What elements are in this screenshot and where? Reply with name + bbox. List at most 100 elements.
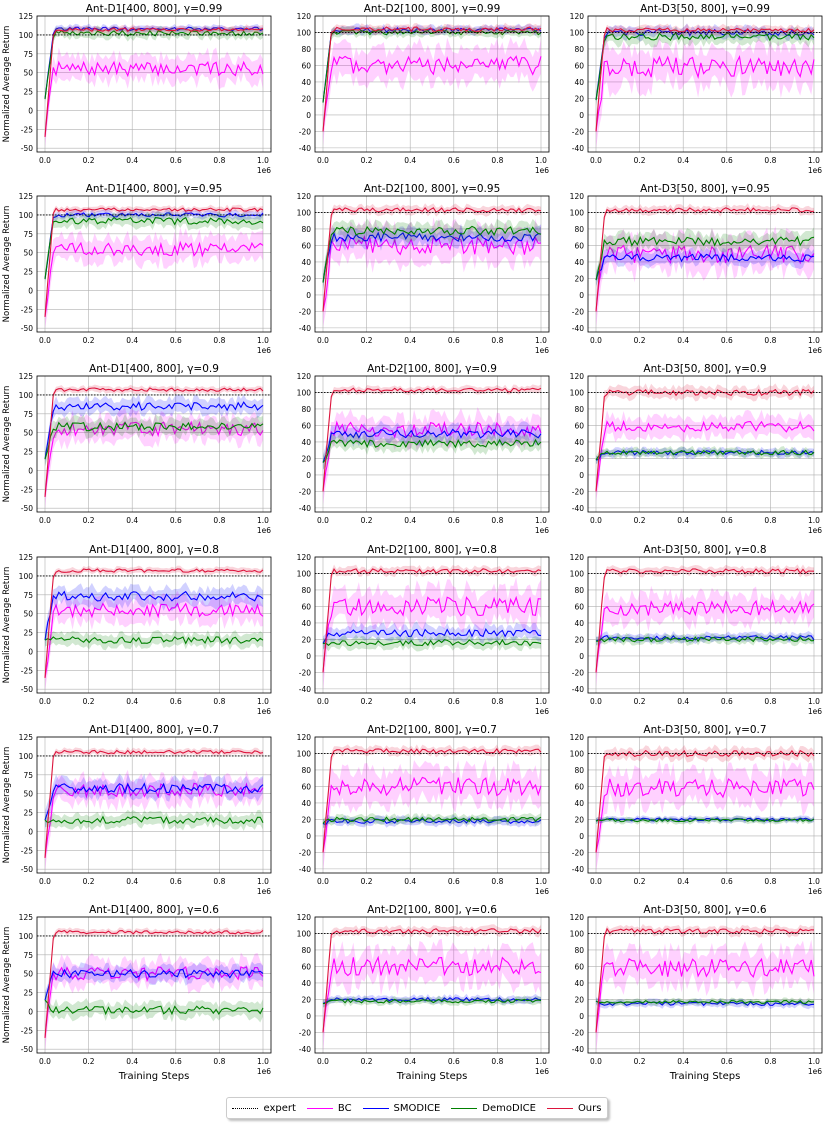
plot-frame [36, 195, 272, 333]
x-tick-label: 0.8 [491, 877, 503, 886]
x-tick-label: 0.4 [677, 1057, 689, 1066]
band-ours [596, 203, 814, 316]
y-tick-label: 20 [301, 94, 311, 103]
plot-frame [314, 736, 550, 874]
y-tick-label: 20 [301, 635, 311, 644]
y-tick-label: 60 [574, 61, 584, 70]
x-tick-label: 0.4 [677, 336, 689, 345]
y-tick-label: 0 [579, 652, 584, 661]
subplot-title: Ant-D3[50, 800], γ=0.6 [643, 904, 766, 916]
y-tick-label: 80 [574, 586, 584, 595]
subplot-6: Ant-D3[50, 800], γ=0.95 -40 -20 0 20 40 60 80 10… [570, 183, 823, 355]
band-bc [596, 34, 814, 149]
x-tick-label: 0.2 [634, 877, 646, 886]
x-tick-label: 0.2 [361, 516, 373, 525]
legend-item-demodice: DemoDICE [451, 1103, 536, 1114]
y-tick-label: -25 [21, 846, 33, 855]
subplot-14: Ant-D2[100, 800], γ=0.7 -40 -20 0 20 40 60 80 10… [297, 724, 550, 896]
line-ours [44, 27, 264, 137]
y-tick-label: 50 [23, 610, 33, 619]
x-tick-label: 0.4 [126, 336, 138, 345]
plot-frame [314, 556, 550, 694]
line-bc [322, 420, 542, 492]
band-smodice [45, 23, 263, 102]
band-smodice [45, 582, 263, 649]
band-smodice [323, 621, 541, 651]
y-tick-label: -50 [21, 1045, 33, 1054]
y-tick-label: 75 [23, 410, 33, 419]
y-tick-label: 60 [574, 241, 584, 250]
subplot-11: Ant-D2[100, 800], γ=0.8 -40 -20 0 20 40 60 80 10… [297, 544, 550, 716]
x-tick-label: 0.2 [361, 336, 373, 345]
y-tick-label: 125 [19, 913, 34, 922]
y-tick-label: -25 [21, 1026, 33, 1035]
line-bc [322, 55, 542, 132]
x-multiplier: 1e6 [535, 707, 549, 716]
x-multiplier: 1e6 [808, 1067, 822, 1076]
band-smodice [45, 394, 263, 467]
y-tick-label: 25 [23, 989, 33, 998]
y-tick-label: 0 [28, 106, 33, 115]
legend-item-ours: Ours [546, 1103, 601, 1114]
plot-frame [314, 916, 550, 1054]
subplot-16: Ant-D1[400, 800], γ=0.6 -50 -25 0 25 50 75 100 1… [2, 904, 272, 1082]
x-tick-label: 0.2 [83, 336, 95, 345]
x-tick-label: 0.2 [361, 156, 373, 165]
x-axis-label: Training Steps [669, 1071, 741, 1082]
x-tick-label: 0.8 [764, 697, 776, 706]
y-tick-label: -20 [299, 668, 311, 677]
subplot-15: Ant-D3[50, 800], γ=0.7 -40 -20 0 20 40 60 80 100… [570, 724, 823, 896]
y-tick-label: 120 [297, 553, 312, 562]
x-tick-label: 0.8 [491, 156, 503, 165]
x-multiplier: 1e6 [257, 1067, 271, 1076]
legend: expert BC SMODICE DemoDICE Ours [226, 1097, 608, 1119]
figure-grid: Ant-D1[400, 800], γ=0.99 -50 -25 0 25 50 75 100… [2, 3, 823, 1082]
y-tick-label: 75 [23, 951, 33, 960]
band-bc [45, 407, 263, 509]
line-smodice [322, 231, 542, 283]
line-ours [595, 927, 815, 1033]
x-multiplier: 1e6 [257, 166, 271, 175]
y-tick-label: 25 [23, 809, 33, 818]
legend-item-expert: expert [232, 1103, 296, 1114]
line-ours [322, 387, 542, 492]
line-demodice [322, 639, 542, 647]
x-multiplier: 1e6 [257, 887, 271, 896]
y-tick-label: 60 [574, 962, 584, 971]
legend-line [232, 1107, 259, 1109]
band-bc [45, 47, 263, 148]
y-tick-label: 20 [574, 94, 584, 103]
y-tick-label: 120 [297, 913, 312, 922]
y-tick-label: 0 [579, 1012, 584, 1021]
y-tick-label: 80 [574, 45, 584, 54]
line-smodice [44, 590, 264, 641]
x-tick-label: 0.4 [677, 877, 689, 886]
y-tick-label: 60 [574, 602, 584, 611]
x-tick-label: 0.8 [764, 516, 776, 525]
band-smodice [45, 208, 263, 283]
x-tick-label: 1.0 [808, 697, 820, 706]
subplot-title: Ant-D3[50, 800], γ=0.99 [640, 3, 770, 15]
y-tick-label: -20 [572, 1028, 584, 1037]
x-tick-label: 0.4 [126, 877, 138, 886]
x-tick-label: 0.0 [39, 156, 51, 165]
subplot-title: Ant-D2[100, 800], γ=0.99 [364, 3, 501, 15]
y-tick-label: 120 [570, 372, 585, 381]
x-tick-label: 0.4 [126, 697, 138, 706]
band-ours [45, 24, 263, 140]
line-smodice [322, 627, 542, 644]
y-tick-label: -50 [21, 144, 33, 153]
x-tick-label: 1.0 [535, 697, 547, 706]
x-tick-label: 0.8 [213, 877, 225, 886]
x-axis-label: Training Steps [396, 1071, 468, 1082]
line-demodice [322, 816, 542, 824]
x-tick-label: 1.0 [257, 156, 269, 165]
line-demodice [44, 216, 264, 280]
x-multiplier: 1e6 [535, 166, 549, 175]
x-tick-label: 0.4 [126, 1057, 138, 1066]
band-ours [323, 22, 541, 135]
x-tick-label: 0.0 [317, 156, 329, 165]
y-tick-label: 120 [297, 733, 312, 742]
x-tick-label: 1.0 [257, 697, 269, 706]
line-ours [595, 207, 815, 312]
